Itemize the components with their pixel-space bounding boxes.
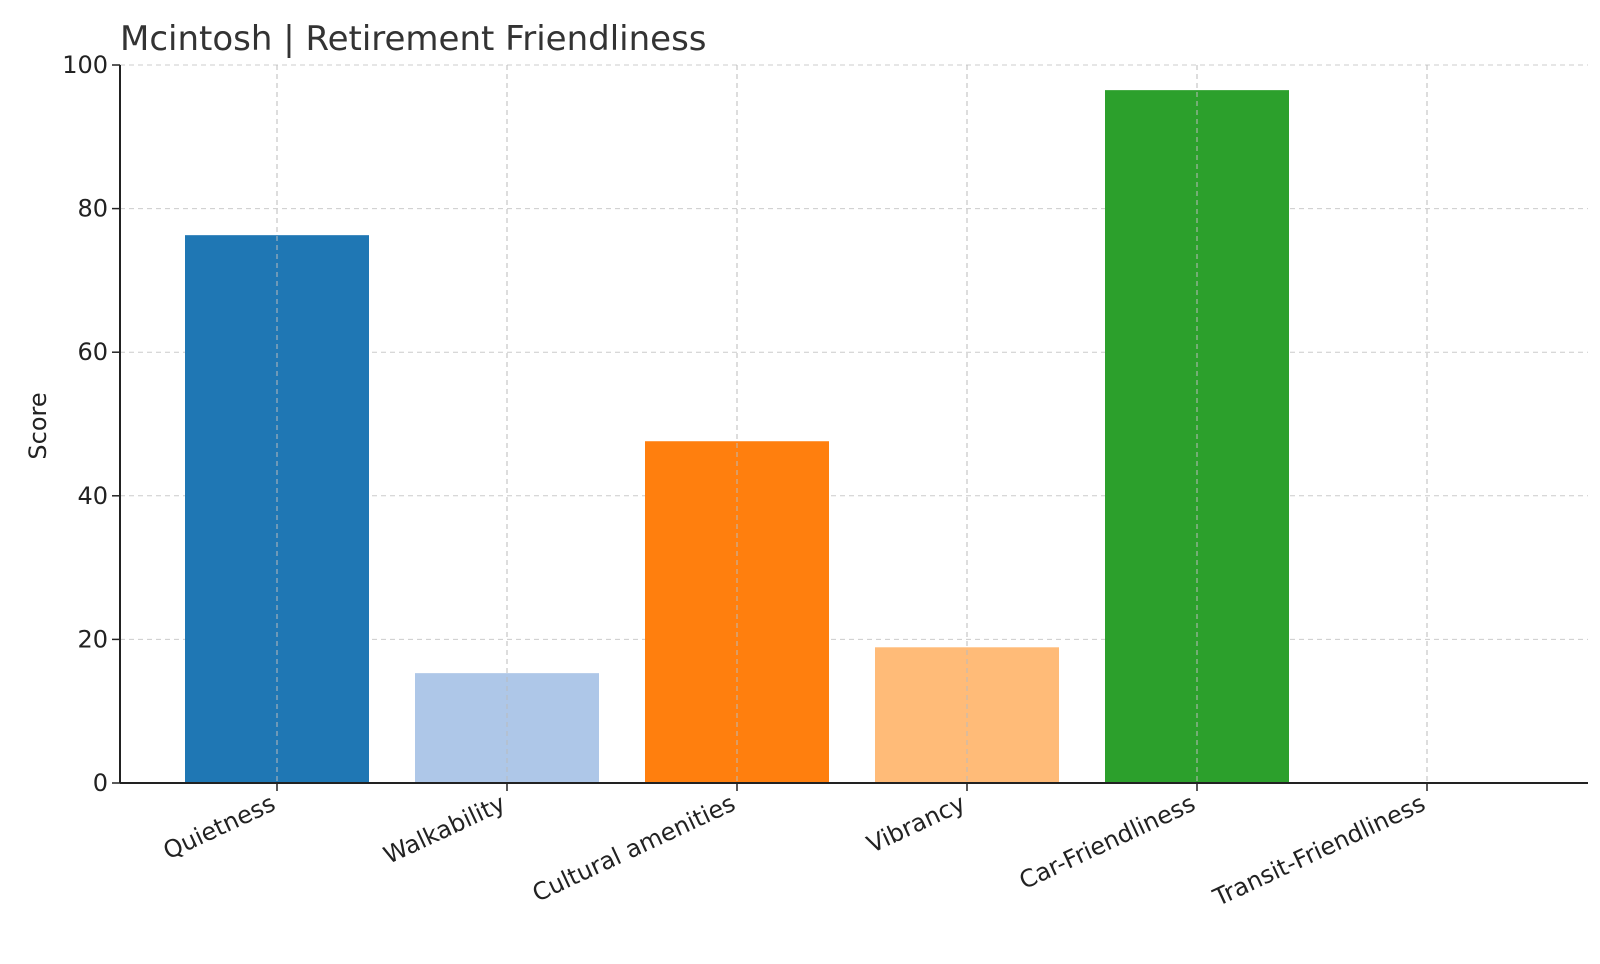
bar-walkability — [415, 673, 599, 783]
vertical-grid-lines — [276, 65, 1428, 783]
x-tick-label: Vibrancy — [863, 789, 970, 859]
chart-title: Mcintosh | Retirement Friendliness — [120, 19, 707, 59]
y-tick-label: 40 — [77, 482, 108, 510]
axes — [112, 64, 1588, 791]
x-tick-label: Walkability — [379, 789, 509, 870]
y-tick-labels: 0 20 40 60 80 100 — [62, 51, 108, 797]
x-tick-label: Transit-Friendliness — [1208, 789, 1429, 912]
y-tick-label: 100 — [62, 51, 108, 79]
x-tick-labels: Quietness Walkability Cultural amenities Vi… — [159, 789, 1430, 912]
y-tick-label: 60 — [77, 338, 108, 366]
y-tick-label: 80 — [77, 195, 108, 223]
x-tick-label: Car-Friendliness — [1015, 789, 1200, 895]
y-tick-label: 0 — [93, 769, 108, 797]
x-tick-label: Quietness — [159, 789, 280, 865]
y-axis-label: Score — [24, 392, 52, 459]
y-tick-label: 20 — [77, 625, 108, 653]
x-tick-label: Cultural amenities — [528, 789, 739, 907]
